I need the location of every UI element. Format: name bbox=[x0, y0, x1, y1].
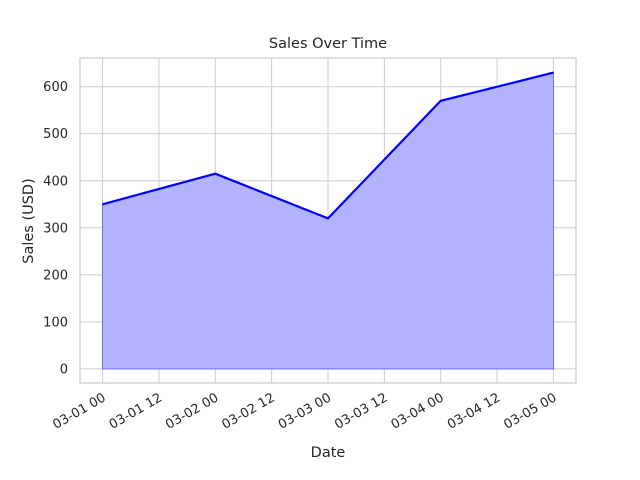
x-tick-label: 03-03 12 bbox=[332, 390, 390, 432]
y-axis-label: Sales (USD) bbox=[21, 178, 37, 264]
y-tick-label: 400 bbox=[43, 174, 68, 189]
x-tick-label: 03-04 12 bbox=[445, 390, 503, 432]
x-tick-label: 03-05 00 bbox=[501, 390, 559, 432]
y-tick-label: 600 bbox=[43, 80, 68, 95]
x-tick-label: 03-03 00 bbox=[276, 390, 334, 432]
plot-frame bbox=[79, 57, 577, 384]
x-tick-label: 03-04 00 bbox=[389, 390, 447, 432]
y-tick-label: 0 bbox=[60, 362, 68, 377]
y-tick-label: 300 bbox=[43, 221, 68, 236]
y-tick-labels: 0 100 200 300 400 500 600 bbox=[43, 80, 68, 377]
series-line bbox=[102, 71, 554, 220]
x-tick-label: 03-01 12 bbox=[107, 390, 165, 432]
x-tick-label: 03-02 00 bbox=[163, 390, 221, 432]
chart-title: Sales Over Time bbox=[269, 36, 387, 52]
y-tick-label: 100 bbox=[43, 315, 68, 330]
y-tick-label: 200 bbox=[43, 268, 68, 283]
x-tick-label: 03-01 00 bbox=[50, 390, 108, 432]
x-axis-label: Date bbox=[311, 445, 346, 461]
y-tick-label: 500 bbox=[43, 127, 68, 142]
x-tick-label: 03-02 12 bbox=[220, 390, 278, 432]
